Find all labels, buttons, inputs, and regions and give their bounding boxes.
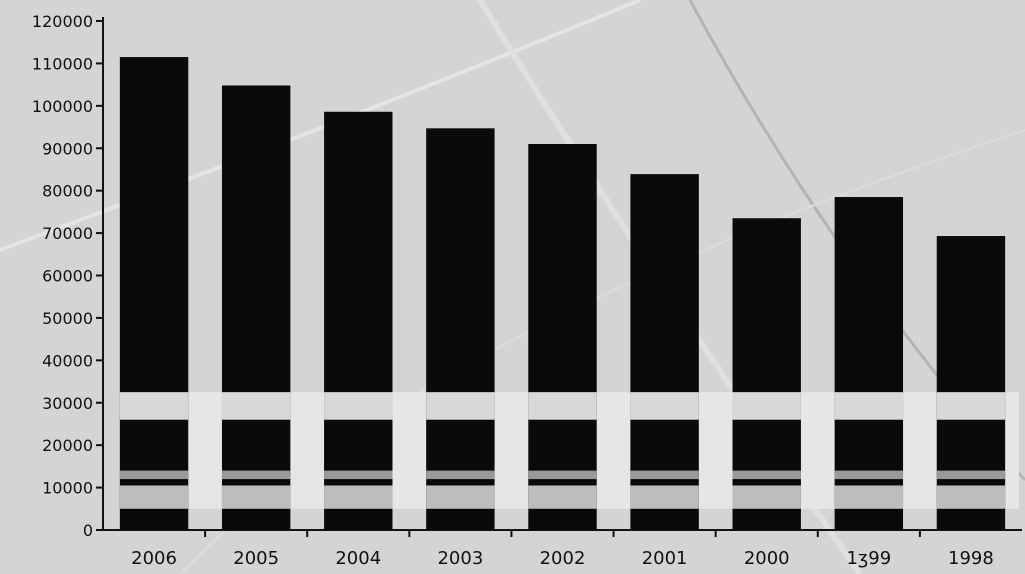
bar-stripe — [119, 485, 189, 509]
bar-2000 — [732, 218, 801, 531]
y-tick-label: 90000 — [42, 139, 93, 158]
y-tick-label: 110000 — [32, 54, 93, 73]
y-tick-label: 30000 — [42, 394, 93, 413]
y-tick-label: 100000 — [32, 97, 93, 116]
bar-stripe — [834, 485, 904, 509]
bar-2002 — [528, 144, 597, 530]
x-tick-label: 2002 — [540, 548, 586, 569]
y-tick-label: 80000 — [42, 182, 93, 201]
bar-1999 — [834, 197, 904, 530]
bar-stripe — [221, 485, 291, 509]
bar-stripe — [732, 485, 801, 509]
bar-highlight — [528, 392, 597, 420]
bar-stripe — [936, 470, 1006, 480]
x-tick-label: 2006 — [131, 548, 177, 569]
bar-stripe — [834, 470, 904, 480]
bar-stripe — [528, 485, 597, 509]
bar-stripe — [324, 485, 393, 509]
bar-highlight — [834, 392, 904, 420]
bar-highlight — [324, 392, 393, 420]
bar-2006 — [119, 57, 189, 530]
bar-highlight — [732, 392, 801, 420]
y-tick-label: 20000 — [42, 436, 93, 455]
y-tick-label: 40000 — [42, 351, 93, 370]
x-tick-label: 1998 — [948, 548, 994, 569]
bar-stripe — [119, 470, 189, 480]
y-tick-label: 0 — [83, 521, 93, 540]
bar-stripe — [221, 470, 291, 480]
bar-highlight — [936, 392, 1006, 420]
bar-stripe — [630, 485, 699, 509]
bar-2005 — [221, 85, 291, 531]
bar-highlight — [630, 392, 699, 420]
y-tick-label: 10000 — [42, 479, 93, 498]
bar-stripe — [426, 485, 495, 509]
y-tick-label: 50000 — [42, 309, 93, 328]
labels-layer: 0 10000 20000 30000 40000 50000 60000 70000 8000… — [32, 12, 994, 569]
bars-layer — [119, 57, 1019, 531]
bar-stripe — [324, 470, 393, 480]
y-tick-label: 70000 — [42, 224, 93, 243]
bar-stripe — [936, 485, 1006, 509]
x-tick-label: 2000 — [744, 548, 790, 569]
bar-stripe — [630, 470, 699, 480]
x-tick-label: 1ʒ99 — [846, 548, 891, 569]
x-tick-label: 2003 — [437, 548, 483, 569]
bar-highlight — [426, 392, 495, 420]
x-tick-label: 2001 — [642, 548, 688, 569]
x-tick-label: 2005 — [233, 548, 279, 569]
bar-stripe — [426, 470, 495, 480]
x-tick-label: 2004 — [335, 548, 381, 569]
bar-2004 — [324, 111, 393, 530]
bar-highlight — [221, 392, 291, 420]
bar-highlight — [119, 392, 189, 420]
y-tick-label: 120000 — [32, 12, 93, 31]
bar-stripe — [528, 470, 597, 480]
bar-stripe — [732, 470, 801, 480]
bar-1998 — [936, 236, 1006, 531]
bar-2003 — [426, 128, 495, 531]
y-tick-label: 60000 — [42, 267, 93, 286]
